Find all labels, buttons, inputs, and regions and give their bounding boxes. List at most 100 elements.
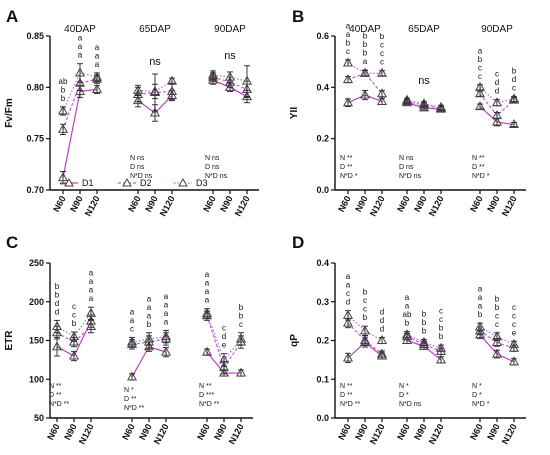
significance-letter: a: [205, 270, 210, 279]
stat-line: N **: [340, 383, 353, 390]
stat-line: N*D **: [199, 401, 220, 408]
x-tick-label: N120: [77, 422, 96, 446]
legend-label: D2: [140, 178, 152, 188]
significance-letter: c: [512, 311, 516, 320]
significance-letter: a: [164, 292, 169, 301]
significance-letter: a: [346, 21, 351, 30]
significance-letter: a: [89, 286, 94, 295]
stat-line: D **: [340, 164, 353, 171]
point-D2: [224, 76, 236, 86]
significance-letter: a: [478, 293, 483, 302]
point-D2: [166, 85, 178, 95]
x-tick-label: N60: [395, 422, 412, 441]
significance-letter: b: [55, 290, 60, 299]
significance-letter: c: [239, 320, 243, 329]
point-D2: [401, 95, 413, 105]
x-tick-label: N60: [336, 194, 353, 213]
significance-letter: b: [495, 294, 500, 303]
stat-line: D ns: [130, 164, 145, 171]
stat-line: N*D *: [472, 401, 490, 408]
significance-letter: a: [405, 293, 410, 302]
point-D3: [160, 331, 172, 341]
stat-line: N*D ns: [399, 401, 422, 408]
stat-line: N*D **: [340, 401, 361, 408]
x-tick-label: N90: [212, 422, 229, 441]
stat-line: N*D ns: [130, 173, 153, 180]
panel-letter: A: [6, 7, 18, 26]
significance-letter: c: [363, 296, 367, 305]
x-tick-label: N60: [195, 422, 212, 441]
stat-line: D *: [472, 392, 482, 399]
y-tick-label: 200: [29, 297, 44, 307]
point-D1: [435, 354, 447, 364]
significance-letter: ab: [403, 310, 412, 319]
legend-marker-D2: [122, 177, 132, 187]
group-label: 90DAP: [481, 24, 513, 35]
point-D3: [57, 105, 69, 115]
point-D1: [474, 101, 486, 111]
series-line-D3: [479, 86, 515, 104]
point-D3: [376, 67, 388, 77]
stat-line: N **: [340, 155, 353, 162]
stat-line: D ***: [199, 392, 214, 399]
y-tick-label: 0.3: [316, 297, 329, 307]
significance-letter: a: [147, 311, 152, 320]
significance-letter: b: [422, 326, 427, 335]
point-D2: [201, 310, 213, 320]
series-line-D3: [131, 336, 167, 343]
stat-line: N ns: [130, 155, 145, 162]
point-D3: [218, 354, 230, 364]
significance-letter: b: [363, 32, 368, 41]
point-D3: [235, 333, 247, 343]
point-D3: [342, 309, 354, 319]
series-line-D3: [479, 326, 515, 345]
point-D2: [418, 99, 430, 109]
point-D2: [401, 331, 413, 341]
stat-line: D **: [340, 392, 353, 399]
point-D1: [376, 350, 388, 360]
x-tick-label: N90: [62, 422, 79, 441]
stat-line: N ns: [205, 155, 220, 162]
panel-letter: B: [292, 7, 304, 26]
significance-letter: a: [147, 303, 152, 312]
point-D1: [160, 346, 172, 356]
significance-letter: e: [222, 341, 227, 350]
x-tick-label: N60: [201, 194, 218, 213]
significance-letter: c: [495, 70, 499, 79]
point-D2: [218, 362, 230, 372]
significance-letter: ab: [59, 77, 68, 86]
stat-line: N **: [472, 155, 485, 162]
x-tick-label: N90: [137, 422, 154, 441]
point-D2: [126, 338, 138, 348]
legend-marker-D1: [64, 177, 74, 187]
significance-letter: a: [95, 43, 100, 52]
legend: D1 D2 D3: [60, 177, 208, 188]
point-D2: [342, 317, 354, 327]
point-D1: [235, 367, 247, 377]
significance-letter: a: [78, 51, 83, 60]
x-tick-label: N90: [68, 194, 85, 213]
x-tick-label: N120: [500, 194, 519, 218]
point-D3: [418, 336, 430, 346]
x-tick-label: N120: [500, 422, 519, 446]
x-tick-label: N120: [83, 194, 102, 218]
significance-letter: a: [164, 300, 169, 309]
significance-letter: c: [72, 302, 76, 311]
point-D1: [508, 119, 520, 129]
point-D1: [143, 341, 155, 351]
legend-marker-D3: [178, 177, 188, 187]
significance-letter: d: [222, 332, 226, 341]
point-D2: [376, 88, 388, 98]
series-line-D3: [56, 313, 92, 338]
significance-letter: b: [61, 85, 66, 94]
y-axis-label: qP: [289, 334, 300, 347]
significance-letter: a: [130, 316, 135, 325]
point-D3: [342, 57, 354, 67]
point-D3: [474, 81, 486, 91]
point-D1: [218, 367, 230, 377]
x-tick-label: N90: [412, 422, 429, 441]
